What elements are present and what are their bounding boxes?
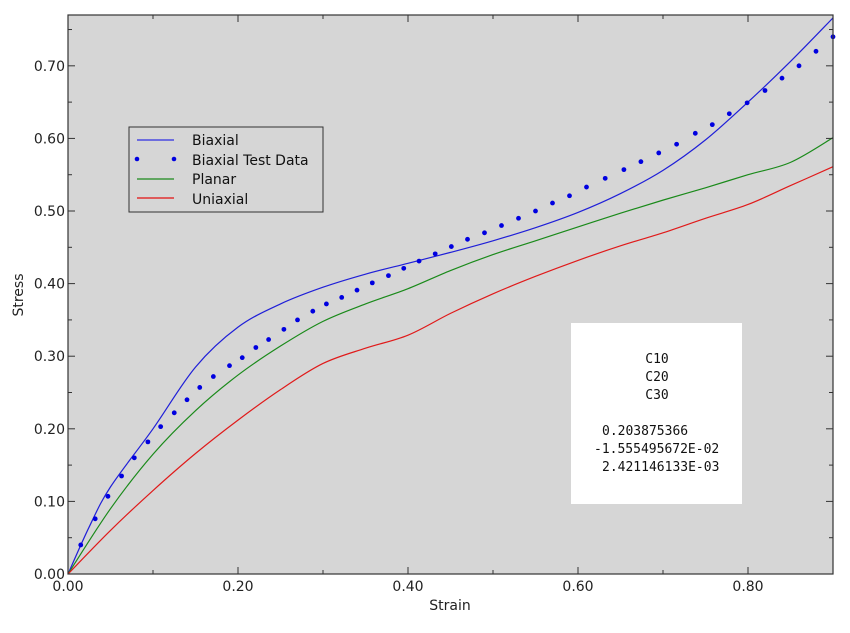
data-point-biaxial-test-data (158, 424, 164, 430)
data-point-biaxial-test-data (119, 473, 124, 479)
data-point-biaxial-test-data (339, 295, 345, 300)
data-point-biaxial-test-data (131, 455, 137, 461)
legend-swatch-test-data (171, 156, 177, 162)
data-point-biaxial-test-data (567, 193, 572, 199)
data-point-biaxial-test-data (184, 397, 190, 403)
data-point-biaxial-test-data (253, 345, 259, 350)
data-point-biaxial-test-data (78, 542, 84, 548)
data-point-biaxial-test-data (762, 88, 768, 93)
data-point-biaxial-test-data (516, 215, 521, 221)
y-tick-label: 0.40 (34, 277, 65, 293)
plot-frame (67, 14, 834, 575)
data-point-biaxial-test-data (726, 111, 732, 117)
y-tick-label: 0.00 (34, 567, 65, 583)
data-point-biaxial-test-data (145, 439, 151, 445)
data-point-biaxial-test-data (656, 150, 662, 156)
coef-label: C20 (645, 370, 668, 385)
series-line-uniaxial (68, 166, 833, 574)
data-point-biaxial-test-data (295, 317, 300, 323)
data-point-biaxial-test-data (465, 236, 470, 242)
legend-label-planar: Planar (192, 172, 236, 188)
data-point-biaxial-test-data (533, 208, 538, 214)
y-axis-title: Stress (11, 273, 27, 316)
data-point-biaxial-test-data (638, 159, 644, 165)
y-tick-label: 0.30 (34, 349, 65, 365)
data-point-biaxial-test-data (227, 363, 232, 369)
y-tick-label: 0.70 (34, 59, 65, 75)
data-point-biaxial-test-data (197, 385, 203, 390)
coefficients-annotation: C10 C20 C30 0.203875366 -1.555495672E-02… (571, 323, 742, 504)
data-point-biaxial-test-data (482, 230, 487, 236)
data-point-biaxial-test-data (105, 493, 111, 499)
series-line-biaxial (68, 17, 833, 574)
y-tick-label: 0.20 (34, 422, 65, 438)
data-point-biaxial-test-data (744, 100, 750, 106)
series-line-planar (68, 137, 833, 574)
data-point-biaxial-test-data (416, 258, 422, 264)
x-axis-title: Strain (429, 598, 470, 614)
data-point-biaxial-test-data (369, 280, 375, 286)
data-point-biaxial-test-data (281, 326, 287, 332)
data-point-biaxial-test-data (621, 167, 627, 173)
data-point-biaxial-test-data (310, 308, 316, 314)
y-tick-label: 0.10 (34, 494, 65, 510)
coef-label: C30 (645, 388, 668, 403)
x-tick-label: 0.20 (222, 579, 253, 595)
data-point-biaxial-test-data (266, 337, 271, 342)
data-point-biaxial-test-data (171, 410, 177, 416)
coef-label: C10 (645, 352, 668, 367)
data-point-biaxial-test-data (239, 355, 245, 361)
legend-label-uniaxial: Uniaxial (192, 192, 248, 208)
data-point-biaxial-test-data (779, 75, 785, 81)
x-tick-label: 0.60 (562, 579, 593, 595)
data-point-biaxial-test-data (813, 48, 819, 54)
data-point-biaxial-test-data (448, 244, 454, 249)
y-tick-label: 0.50 (34, 204, 65, 220)
data-point-biaxial-test-data (796, 63, 802, 69)
legend-label-biaxial: Biaxial (192, 133, 239, 149)
data-point-biaxial-test-data (386, 273, 391, 279)
x-tick-label: 0.00 (52, 579, 83, 595)
data-point-biaxial-test-data (210, 374, 216, 379)
legend-label-test-data: Biaxial Test Data (192, 153, 309, 169)
data-point-biaxial-test-data (354, 287, 360, 293)
data-point-biaxial-test-data (709, 122, 715, 128)
legend: Biaxial Biaxial Test Data Planar Uniaxia… (128, 126, 324, 213)
data-point-biaxial-test-data (432, 251, 438, 257)
data-point-biaxial-test-data (401, 265, 407, 271)
data-point-biaxial-test-data (499, 223, 504, 228)
data-point-biaxial-test-data (92, 516, 98, 522)
data-point-biaxial-test-data (324, 301, 329, 307)
coef-value: 2.421146133E-03 (602, 460, 719, 475)
legend-swatch-test-data (134, 156, 140, 162)
data-point-biaxial-test-data (584, 184, 589, 190)
data-point-biaxial-test-data (550, 200, 555, 206)
x-tick-label: 0.40 (392, 579, 423, 595)
coef-value: -1.555495672E-02 (594, 442, 719, 457)
data-point-biaxial-test-data (602, 175, 608, 181)
x-tick-label: 0.80 (732, 579, 763, 595)
data-point-biaxial-test-data (692, 130, 698, 136)
data-point-biaxial-test-data (674, 141, 679, 147)
y-tick-label: 0.60 (34, 131, 65, 147)
coef-value: 0.203875366 (602, 424, 688, 439)
